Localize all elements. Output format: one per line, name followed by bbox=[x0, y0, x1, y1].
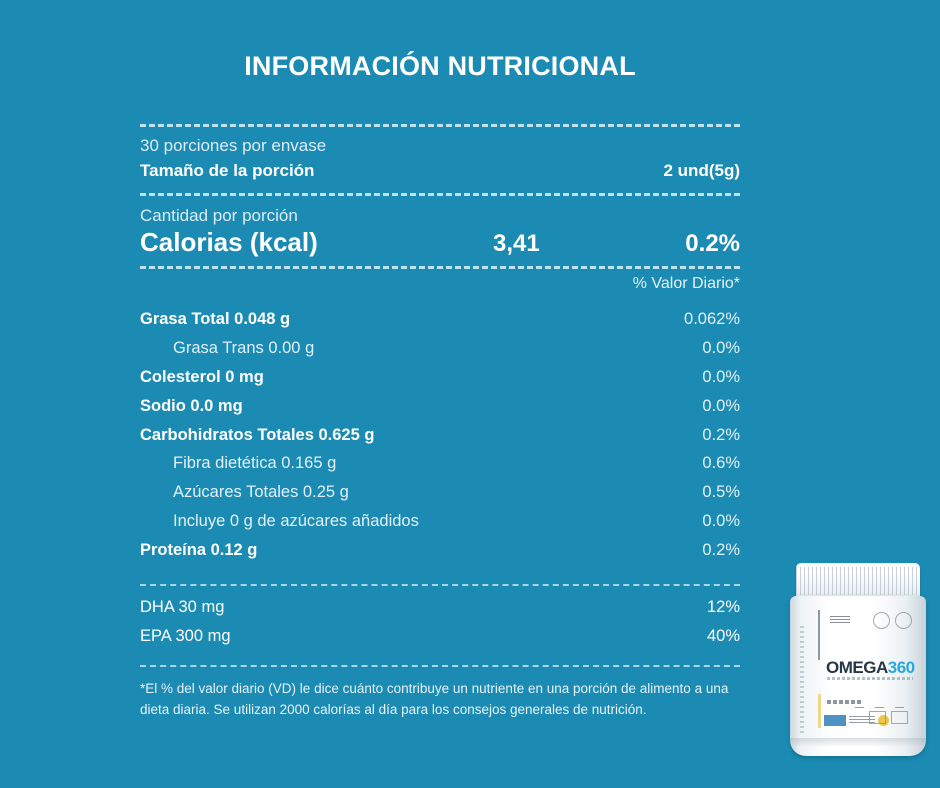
omega-name: EPA 300 mg bbox=[140, 627, 231, 646]
bottle-side-text-strip bbox=[800, 626, 804, 736]
nutrient-name: Carbohidratos Totales 0.625 g bbox=[140, 425, 375, 444]
serving-size-row: Tamaño de la porción 2 und(5g) bbox=[140, 156, 740, 184]
bottom-badge-icon bbox=[891, 711, 908, 724]
divider-serving bbox=[140, 193, 740, 197]
nutrient-row: Azúcares Totales 0.25 g 0.5% bbox=[140, 479, 740, 508]
nutrient-daily-value: 0.0% bbox=[702, 396, 740, 415]
nutrient-name: Grasa Total 0.048 g bbox=[140, 309, 291, 328]
seal-mark-icon bbox=[824, 715, 846, 726]
certification-badge-icon bbox=[895, 612, 912, 629]
nutrient-row: Proteína 0.12 g 0.2% bbox=[140, 537, 740, 566]
omega-rows: DHA 30 mg 12% EPA 300 mg 40% bbox=[140, 586, 740, 652]
nutrient-row: Grasa Total 0.048 g 0.062% bbox=[140, 305, 740, 334]
nutrient-name: Grasa Trans 0.00 g bbox=[173, 338, 315, 357]
seal-text bbox=[849, 716, 875, 725]
bottle-product-name-accent: 360 bbox=[887, 658, 915, 677]
bottle-cap-ribs bbox=[796, 567, 920, 595]
serving-size-value: 2 und(5g) bbox=[663, 160, 741, 180]
calories-row: Calorias (kcal) 3,41 0.2% bbox=[140, 226, 740, 258]
feature-icon bbox=[875, 696, 884, 708]
nutrient-row: Carbohidratos Totales 0.625 g 0.2% bbox=[140, 421, 740, 450]
feature-icon bbox=[855, 696, 864, 708]
servings-per-container: 30 porciones por envase bbox=[140, 135, 327, 155]
nutrient-rows: Grasa Total 0.048 g 0.062% Grasa Trans 0.0… bbox=[140, 293, 740, 565]
nutrient-row: Sodio 0.0 mg 0.0% bbox=[140, 392, 740, 421]
bottle-seal-group bbox=[824, 715, 889, 726]
bottle-accent-line bbox=[818, 610, 820, 660]
omega-name: DHA 30 mg bbox=[140, 598, 225, 617]
nutrient-name: Proteína 0.12 g bbox=[140, 541, 258, 560]
bottom-badge-icon bbox=[869, 711, 886, 724]
divider-before-omega bbox=[140, 583, 740, 586]
bottle-product-name-primary: OMEGA bbox=[826, 658, 888, 677]
daily-value-header: % Valor Diario* bbox=[632, 275, 740, 293]
divider-calories bbox=[140, 266, 740, 270]
nutrient-name: Colesterol 0 mg bbox=[140, 367, 264, 386]
nutrient-row: Colesterol 0 mg 0.0% bbox=[140, 363, 740, 392]
certification-badge-icon bbox=[873, 612, 890, 629]
calories-daily-value: 0.2% bbox=[685, 230, 740, 258]
nutrient-row: Incluye 0 g de azúcares añadidos 0.0% bbox=[140, 508, 740, 537]
nutrient-row: Fibra dietética 0.165 g 0.6% bbox=[140, 450, 740, 479]
divider-after-omega bbox=[140, 665, 740, 668]
nutrient-daily-value: 0.062% bbox=[684, 309, 740, 328]
nutrient-name: Azúcares Totales 0.25 g bbox=[173, 483, 349, 502]
serving-size-label: Tamaño de la porción bbox=[140, 160, 315, 180]
nutrient-row: Grasa Trans 0.00 g 0.0% bbox=[140, 334, 740, 363]
nutrient-daily-value: 0.0% bbox=[702, 367, 740, 386]
nutrient-name: Fibra dietética 0.165 g bbox=[173, 454, 337, 473]
bottle-product-name: OMEGA360 bbox=[826, 658, 915, 678]
bottle-bottom-badges bbox=[869, 711, 908, 724]
omega-row: DHA 30 mg 12% bbox=[140, 594, 740, 623]
bottle-yellow-accent bbox=[818, 694, 821, 728]
nutrient-daily-value: 0.2% bbox=[702, 541, 740, 560]
bottle-body: OMEGA360 bbox=[790, 596, 926, 756]
nutrient-daily-value: 0.5% bbox=[702, 483, 740, 502]
calories-label: Calorias (kcal) bbox=[140, 227, 318, 258]
omega-daily-value: 40% bbox=[706, 627, 740, 646]
bottle-certification-badges bbox=[873, 612, 912, 629]
amount-per-serving-label: Cantidad por porción bbox=[140, 206, 298, 226]
bottle-feature-icons bbox=[855, 696, 904, 708]
bottle-tagline-text bbox=[827, 677, 913, 680]
nutrient-daily-value: 0.6% bbox=[702, 454, 740, 473]
nutrient-daily-value: 0.2% bbox=[702, 425, 740, 444]
page-title: INFORMACIÓN NUTRICIONAL bbox=[244, 51, 636, 81]
bottle-cap bbox=[796, 563, 920, 599]
daily-value-footnote: *El % del valor diario (VD) le dice cuán… bbox=[140, 681, 729, 718]
omega-daily-value: 12% bbox=[706, 598, 740, 617]
bottle-subinfo-text bbox=[827, 700, 861, 704]
omega-row: EPA 300 mg 40% bbox=[140, 623, 740, 652]
nutrient-name: Sodio 0.0 mg bbox=[140, 396, 243, 415]
nutrient-daily-value: 0.0% bbox=[702, 512, 740, 531]
calories-amount: 3,41 bbox=[493, 230, 540, 258]
seal-round-icon bbox=[878, 715, 889, 726]
nutrient-daily-value: 0.0% bbox=[702, 338, 740, 357]
divider-top bbox=[140, 123, 740, 127]
nutrition-label-panel: INFORMACIÓN NUTRICIONAL 30 porciones por… bbox=[140, 0, 740, 788]
bottle-base-band bbox=[790, 738, 926, 746]
product-bottle-image: OMEGA360 bbox=[782, 563, 934, 759]
bottle-brand-mark bbox=[830, 616, 850, 623]
feature-icon bbox=[895, 696, 904, 708]
nutrient-name: Incluye 0 g de azúcares añadidos bbox=[173, 512, 419, 531]
